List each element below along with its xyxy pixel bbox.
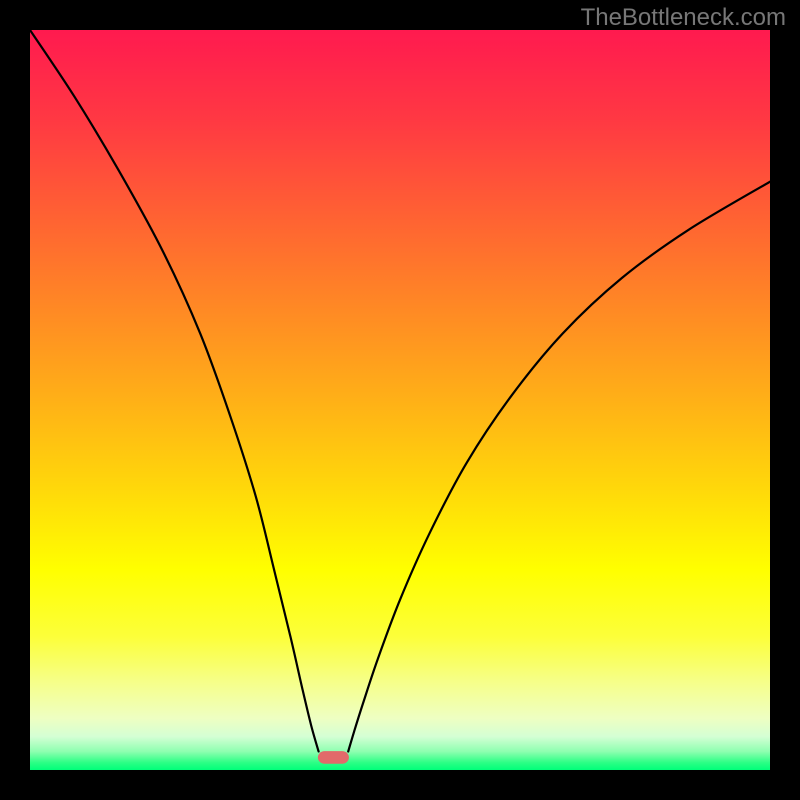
plot-svg <box>30 30 770 770</box>
watermark-text: TheBottleneck.com <box>581 4 786 32</box>
gradient-background <box>30 30 770 770</box>
plot-area <box>30 30 770 770</box>
chart-container: TheBottleneck.com <box>0 0 800 800</box>
trough-marker <box>318 751 349 764</box>
